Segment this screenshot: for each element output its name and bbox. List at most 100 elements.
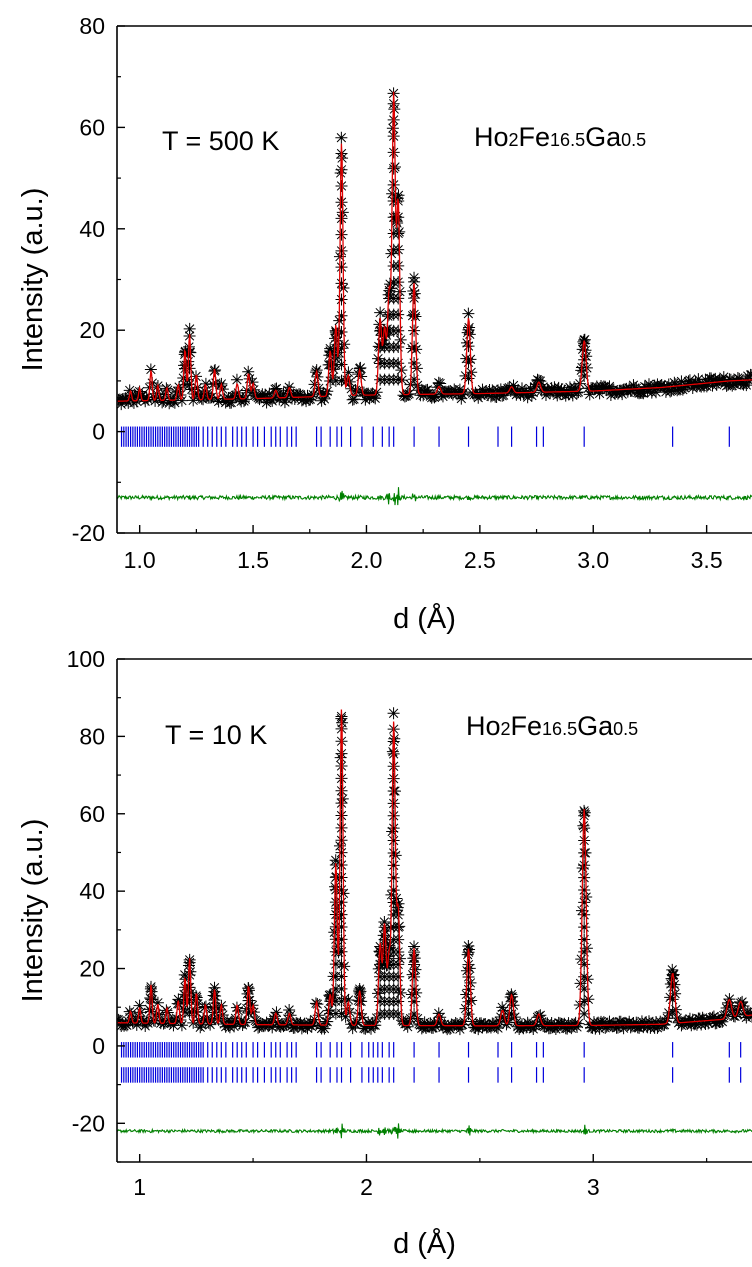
observed-point	[578, 846, 591, 859]
observed-point	[603, 380, 616, 393]
observed-point	[578, 908, 591, 921]
y-tick-label: 100	[67, 646, 105, 672]
observed-point	[517, 1022, 530, 1035]
observed-point	[650, 386, 663, 399]
observed-point	[222, 392, 235, 405]
observed-point	[743, 374, 752, 387]
observed-point	[651, 378, 664, 391]
observed-point	[604, 388, 617, 401]
observed-point	[710, 1017, 723, 1030]
observed-point	[578, 353, 591, 366]
observed-point	[616, 388, 629, 401]
observed-point	[301, 1022, 314, 1035]
observed-point	[123, 384, 136, 397]
observed-point	[692, 373, 705, 386]
observed-point	[462, 340, 475, 353]
observed-point	[369, 392, 382, 405]
observed-point	[578, 822, 591, 835]
observed-point	[250, 1015, 263, 1028]
observed-point	[392, 357, 405, 370]
observed-point	[387, 797, 400, 810]
observed-point	[242, 365, 255, 378]
observed-point	[521, 391, 534, 404]
observed-point	[530, 1018, 543, 1031]
observed-point	[468, 1021, 481, 1034]
observed-point	[315, 394, 328, 407]
observed-point	[335, 797, 348, 810]
observed-point	[304, 393, 317, 406]
observed-point	[183, 322, 196, 335]
observed-point	[335, 871, 348, 884]
observed-point	[130, 395, 143, 408]
observed-point	[669, 378, 682, 391]
observed-point	[342, 366, 355, 379]
observed-point	[559, 389, 572, 402]
observed-point	[144, 363, 157, 376]
observed-point	[288, 393, 301, 406]
observed-point	[335, 131, 348, 144]
observed-point	[534, 375, 547, 388]
observed-point	[387, 178, 400, 191]
observed-point	[175, 394, 188, 407]
observed-point	[293, 388, 306, 401]
observed-point	[168, 396, 181, 409]
observed-point	[700, 380, 713, 393]
observed-point	[305, 1020, 318, 1033]
observed-point	[168, 1014, 181, 1027]
observed-point	[578, 995, 591, 1008]
observed-point	[417, 389, 430, 402]
observed-point	[452, 387, 465, 400]
observed-point	[562, 1017, 575, 1030]
observed-point	[532, 374, 545, 387]
observed-point	[740, 379, 752, 392]
x-tick-label: 1	[133, 1174, 146, 1200]
observed-point	[335, 309, 348, 322]
observed-point	[120, 1019, 133, 1032]
y-tick-label: 20	[79, 317, 105, 343]
reflection-row-1	[120, 1042, 742, 1058]
chart-panel-1: -20 0 20 40 60 80 1.0 1.5 2.0 2.5 3.0 3.5 d (Å) Inten…	[17, 13, 752, 635]
observed-point	[335, 342, 348, 355]
observed-point	[578, 834, 591, 847]
observed-point	[127, 396, 140, 409]
observed-point	[693, 1012, 706, 1025]
observed-point	[424, 1017, 437, 1030]
observed-point	[578, 859, 591, 872]
observed-point	[392, 946, 405, 959]
observed-point	[703, 1013, 716, 1026]
observed-point	[462, 995, 475, 1008]
observed-point	[278, 396, 291, 409]
observed-point	[226, 1016, 239, 1029]
temperature-label: T = 500 K	[162, 126, 279, 156]
observed-point	[583, 388, 596, 401]
observed-point	[578, 884, 591, 897]
observed-point	[392, 995, 405, 1008]
observed-point	[300, 395, 313, 408]
observed-point	[117, 1014, 126, 1027]
observed-point	[383, 939, 396, 952]
observed-point	[496, 1001, 509, 1014]
observed-point	[555, 383, 568, 396]
observed-point	[510, 1016, 523, 1029]
observed-point	[387, 707, 400, 720]
x-tick-label: 2.5	[464, 547, 496, 573]
observed-point	[335, 772, 348, 785]
observed-point	[208, 994, 221, 1007]
observed-point	[527, 1022, 540, 1035]
observed-point	[167, 1019, 180, 1032]
observed-point	[335, 821, 348, 834]
observed-point	[408, 970, 421, 983]
observed-point	[221, 1015, 234, 1028]
observed-point	[342, 993, 355, 1006]
observed-point	[194, 1021, 207, 1034]
observed-point	[462, 971, 475, 984]
observed-point	[472, 1023, 485, 1036]
x-tick-label: 3	[587, 1174, 600, 1200]
observed-point	[408, 308, 421, 321]
observed-point	[517, 388, 530, 401]
observed-point	[578, 921, 591, 934]
observed-point	[129, 390, 142, 403]
observed-point	[525, 1020, 538, 1033]
observed-point	[187, 394, 200, 407]
observed-point	[515, 1018, 528, 1031]
